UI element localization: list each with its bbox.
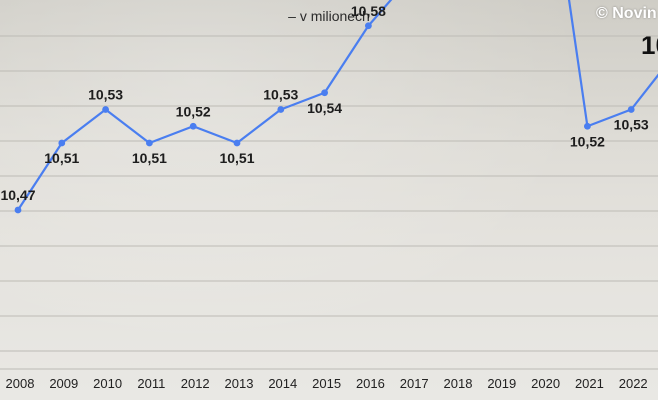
data-label: 10,51 (219, 150, 254, 166)
data-point (58, 139, 66, 147)
data-label: 10,52 (570, 133, 605, 149)
series-line (17, 0, 658, 211)
x-tick-label: 2014 (268, 376, 297, 391)
x-tick-label: 2009 (49, 376, 78, 391)
data-point (189, 122, 197, 130)
data-label: 10,47 (0, 187, 35, 203)
series-line (17, 0, 658, 211)
data-label: 10,54 (307, 100, 342, 116)
x-tick-label: 2022 (619, 376, 648, 391)
data-point (277, 106, 285, 113)
data-point (627, 106, 635, 113)
data-point (14, 206, 22, 214)
data-point (102, 106, 109, 113)
x-tick-label: 2008 (6, 376, 35, 391)
x-tick-label: 2015 (312, 376, 341, 391)
data-label: 10,51 (44, 150, 79, 166)
x-tick-label: 2021 (575, 376, 604, 391)
x-tick-label: 2018 (444, 376, 473, 391)
x-tick-label: 2011 (137, 376, 165, 391)
data-points (14, 22, 635, 214)
data-label: 10,51 (132, 150, 167, 166)
data-label: 10,58 (351, 3, 386, 19)
x-tick-label: 2010 (93, 376, 122, 391)
data-label: 10,53 (263, 87, 298, 103)
data-point (233, 139, 241, 147)
data-label: 10,53 (88, 87, 123, 103)
x-tick-label: 2016 (356, 376, 385, 391)
x-tick-label: 2020 (531, 376, 560, 391)
x-axis-ticks: 2008 2009 2010 2011 2012 2013 2014 2015 2016 2017… (6, 376, 648, 391)
source-credit: © Novin (596, 5, 657, 22)
grid-lines (0, 35, 658, 370)
data-labels: 10,47 10,51 10,53 10,51 10,52 10,51 10,53 10,54… (0, 3, 649, 203)
data-point (365, 22, 372, 30)
data-label: 10,53 (614, 117, 649, 133)
data-label: 10,52 (176, 103, 211, 119)
x-tick-label: 2013 (225, 376, 254, 391)
x-tick-label: 2012 (181, 376, 210, 391)
data-point (146, 139, 153, 147)
data-point (321, 89, 328, 97)
highlight-value: 10 (641, 30, 658, 60)
x-tick-label: 2017 (400, 376, 429, 391)
chart-subtitle: – v milionech (288, 8, 370, 24)
data-point (584, 122, 591, 130)
x-tick-label: 2019 (487, 376, 516, 391)
